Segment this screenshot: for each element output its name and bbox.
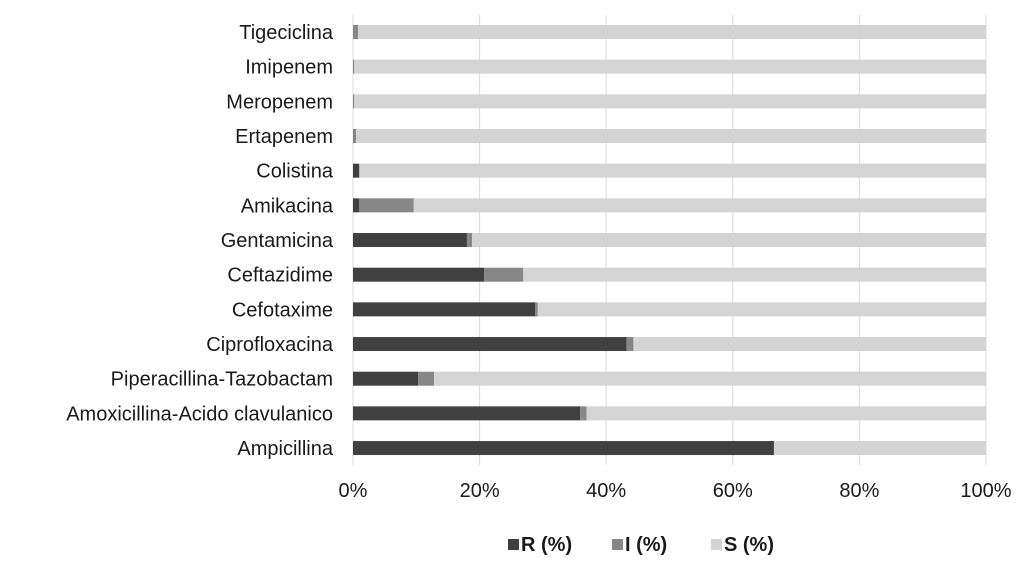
category-label: Amoxicillina-Acido clavulanico (66, 403, 333, 425)
bar-segment-i (535, 302, 538, 317)
category-label: Meropenem (226, 91, 333, 113)
bar-segment-i (580, 406, 587, 421)
bar-segment-s (633, 337, 986, 352)
bar-segment-r (353, 302, 536, 317)
category-label: Piperacillina-Tazobactam (111, 369, 333, 391)
bar-segment-i (353, 129, 357, 144)
bar-segment-s (356, 129, 986, 144)
bar-segment-i (359, 198, 414, 213)
legend: R (%) I (%) S (%) (508, 534, 774, 556)
legend-swatch (508, 539, 519, 550)
bar-segment-r (353, 267, 485, 282)
category-label: Ciprofloxacina (206, 334, 334, 356)
legend-label: S (%) (724, 534, 774, 556)
category-label: Ceftazidime (227, 265, 333, 287)
category-label: Ertapenem (235, 126, 333, 148)
bar-segment-i (466, 233, 473, 248)
x-tick-label: 80% (839, 480, 879, 502)
category-labels: Tigeciclina Imipenem Meropenem Ertapenem Col… (66, 22, 334, 460)
category-label: Gentamicina (221, 230, 334, 252)
bar-segment-r (353, 163, 360, 178)
bar-segment-r (353, 337, 627, 352)
bar-segment-s (472, 233, 986, 248)
legend-swatch (612, 539, 623, 550)
bar-segment-s (586, 406, 986, 421)
bar-segment-r (353, 441, 774, 456)
bar-segment-r (353, 371, 419, 386)
bar-segment-s (413, 198, 986, 213)
x-tick-label: 100% (960, 480, 1011, 502)
category-label: Colistina (256, 161, 334, 183)
x-axis-ticks: 0% 20% 40% 60% 80% 100% (339, 480, 1012, 502)
bar-segment-r (353, 233, 467, 248)
bar-segment-s (773, 441, 986, 456)
bar-segment-r (353, 198, 360, 213)
bar-segment-i (353, 25, 359, 39)
bar-segment-s (359, 163, 987, 178)
x-tick-label: 60% (713, 480, 753, 502)
legend-swatch (711, 539, 722, 550)
bar-segment-s (354, 59, 986, 74)
x-tick-label: 40% (586, 480, 626, 502)
bar-segment-s (523, 267, 986, 282)
bar-segment-s (537, 302, 986, 317)
bar-segment-i (353, 59, 355, 74)
bar-segment-i (484, 267, 524, 282)
bar-segment-s (358, 25, 987, 39)
x-tick-label: 0% (339, 480, 368, 502)
category-label: Amikacina (241, 195, 334, 217)
bar-segment-i (353, 94, 355, 109)
legend-label: R (%) (521, 534, 572, 556)
x-tick-label: 20% (460, 480, 500, 502)
category-label: Ampicillina (237, 438, 333, 460)
bar-segment-i (418, 371, 435, 386)
bar-segment-r (353, 406, 581, 421)
bar-segment-i (626, 337, 634, 352)
category-label: Cefotaxime (232, 299, 333, 321)
category-label: Imipenem (245, 57, 333, 79)
legend-label: I (%) (625, 534, 667, 556)
bar-segment-s (434, 371, 986, 386)
bar-segment-s (354, 94, 986, 109)
bars (353, 25, 987, 456)
category-label: Tigeciclina (239, 22, 334, 44)
